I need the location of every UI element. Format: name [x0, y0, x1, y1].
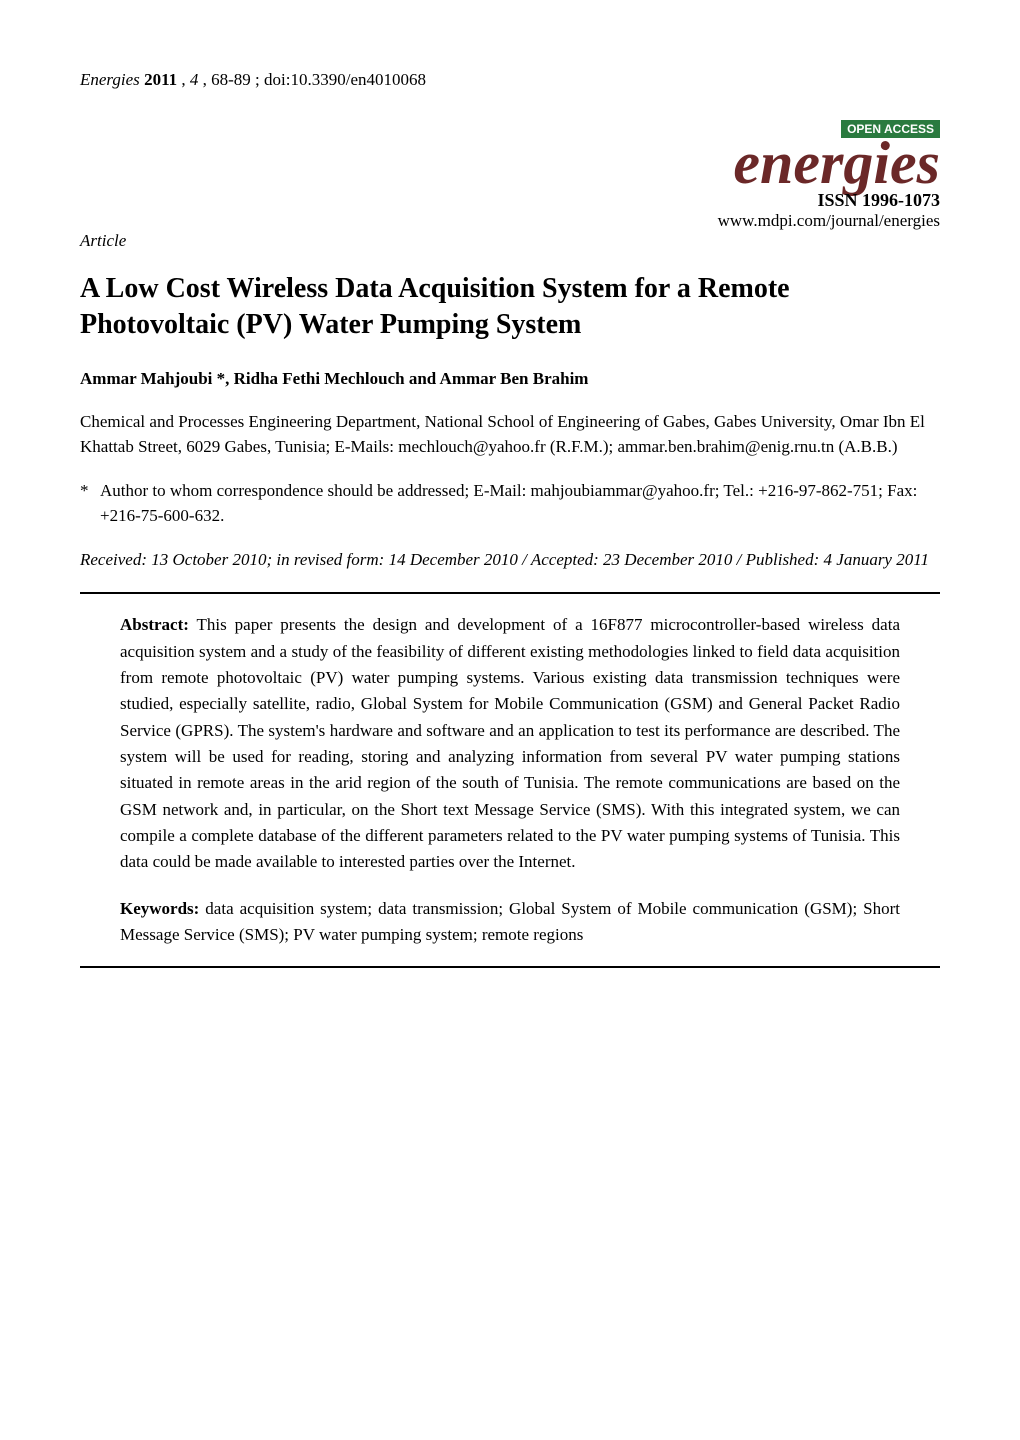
article-title: A Low Cost Wireless Data Acquisition Sys…: [80, 271, 940, 344]
journal-brand: OPEN ACCESS energies ISSN 1996-1073 www.…: [80, 120, 940, 231]
divider-top: [80, 592, 940, 594]
volume: 4: [190, 70, 199, 89]
journal-logo: energies: [80, 136, 940, 190]
keywords-label: Keywords:: [120, 899, 199, 918]
keywords-text: data acquisition system; data transmissi…: [120, 899, 900, 944]
affiliation: Chemical and Processes Engineering Depar…: [80, 409, 940, 460]
keywords: Keywords: data acquisition system; data …: [120, 896, 900, 949]
doi: doi:10.3390/en4010068: [264, 70, 426, 89]
authors: Ammar Mahjoubi *, Ridha Fethi Mechlouch …: [80, 369, 940, 389]
abstract-label: Abstract:: [120, 615, 189, 634]
article-type: Article: [80, 231, 940, 251]
pages: 68-89: [211, 70, 251, 89]
abstract: Abstract: This paper presents the design…: [120, 612, 900, 875]
journal-url: www.mdpi.com/journal/energies: [80, 211, 940, 231]
abstract-section: Abstract: This paper presents the design…: [80, 612, 940, 948]
publication-dates: Received: 13 October 2010; in revised fo…: [80, 547, 940, 573]
corresponding-text: Author to whom correspondence should be …: [100, 478, 940, 529]
corresponding-mark: *: [80, 478, 100, 529]
year: 2011: [144, 70, 177, 89]
journal-name: Energies: [80, 70, 140, 89]
corresponding-author: * Author to whom correspondence should b…: [80, 478, 940, 529]
divider-bottom: [80, 966, 940, 968]
abstract-text: This paper presents the design and devel…: [120, 615, 900, 871]
header-citation: Energies 2011 , 4 , 68-89 ; doi:10.3390/…: [80, 70, 940, 90]
